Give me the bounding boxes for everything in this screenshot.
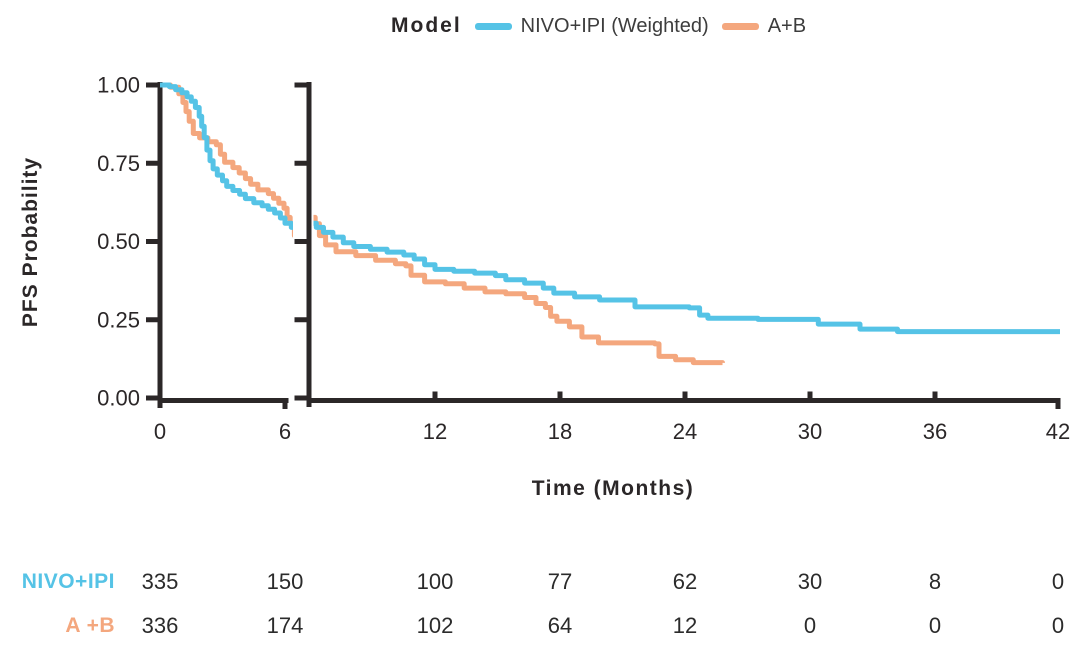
x-tick <box>807 391 813 398</box>
x-tick <box>1055 398 1061 409</box>
x-tick <box>932 391 938 398</box>
y-tick <box>294 160 307 166</box>
x-tick-label: 12 <box>423 419 447 444</box>
risk-value: 0 <box>803 613 817 638</box>
y-tick-label: 0.00 <box>97 386 140 411</box>
x-tick <box>682 391 688 398</box>
y-tick <box>146 317 159 323</box>
x-tick-label: 24 <box>673 419 697 444</box>
risk-value: 336 <box>141 613 179 638</box>
legend-label-nivo: NIVO+IPI (Weighted) <box>520 14 709 37</box>
nivo-line-swatch-icon <box>474 22 512 30</box>
risk-value: 100 <box>416 569 454 594</box>
risk-row-label-nivo: NIVO+IPI <box>21 570 115 593</box>
risk-value: 64 <box>547 613 573 638</box>
risk-value: 0 <box>928 613 942 638</box>
risk-value: 62 <box>672 569 698 594</box>
y-tick <box>146 395 159 401</box>
x-tick-label: 18 <box>548 419 572 444</box>
risk-row-nivo: NIVO+IPI 335 150 100 77 62 30 8 0 <box>0 569 1080 595</box>
risk-row-label-ab: A +B <box>65 614 115 637</box>
risk-value: 77 <box>547 569 573 594</box>
risk-value: 12 <box>672 613 698 638</box>
x-tick-label: 36 <box>923 419 947 444</box>
km-curve-nivo-right <box>313 220 1060 335</box>
y-tick <box>294 317 307 323</box>
y-tick <box>294 395 307 401</box>
y-tick <box>146 82 159 88</box>
legend-item-nivo: NIVO+IPI (Weighted) <box>474 14 709 38</box>
km-curve-ab-right <box>313 214 725 366</box>
y-tick-label: 1.00 <box>97 73 140 98</box>
y-tick-label: 0.50 <box>97 229 140 254</box>
x-tick-label: 30 <box>798 419 822 444</box>
y-tick-label: 0.75 <box>97 151 140 176</box>
y-axis-left <box>157 82 163 408</box>
ab-line-swatch-icon <box>721 22 759 30</box>
km-curve-nivo-left <box>160 82 293 230</box>
x-axis-left <box>157 398 289 403</box>
risk-value: 30 <box>797 569 823 594</box>
risk-value: 174 <box>266 613 304 638</box>
km-curve-ab-left <box>160 82 293 238</box>
y-tick <box>146 239 159 244</box>
y-tick <box>294 82 307 88</box>
legend-item-ab: A+B <box>721 14 807 38</box>
x-tick-label: 42 <box>1046 419 1070 444</box>
legend: Model NIVO+IPI (Weighted) A+B <box>391 14 806 38</box>
risk-value: 0 <box>1051 569 1065 594</box>
risk-row-ab: A +B 336 174 102 64 12 0 0 0 <box>0 613 1080 639</box>
x-tick <box>282 398 288 409</box>
y-tick <box>294 239 307 244</box>
legend-title: Model <box>391 14 462 37</box>
risk-value: 335 <box>141 569 179 594</box>
legend-label-ab: A+B <box>767 14 807 37</box>
risk-value: 0 <box>1051 613 1065 638</box>
risk-value: 102 <box>416 613 454 638</box>
risk-value: 8 <box>928 569 942 594</box>
y-tick <box>146 160 159 166</box>
x-tick <box>432 391 438 398</box>
x-tick <box>557 391 563 398</box>
x-axis-title: Time (Months) <box>531 477 695 500</box>
y-axis-right <box>306 82 312 407</box>
x-axis-right <box>306 398 1061 403</box>
y-tick-label: 0.25 <box>97 307 140 332</box>
risk-value: 150 <box>266 569 304 594</box>
x-tick-label: 6 <box>279 419 291 444</box>
x-tick-label: 0 <box>154 419 166 444</box>
